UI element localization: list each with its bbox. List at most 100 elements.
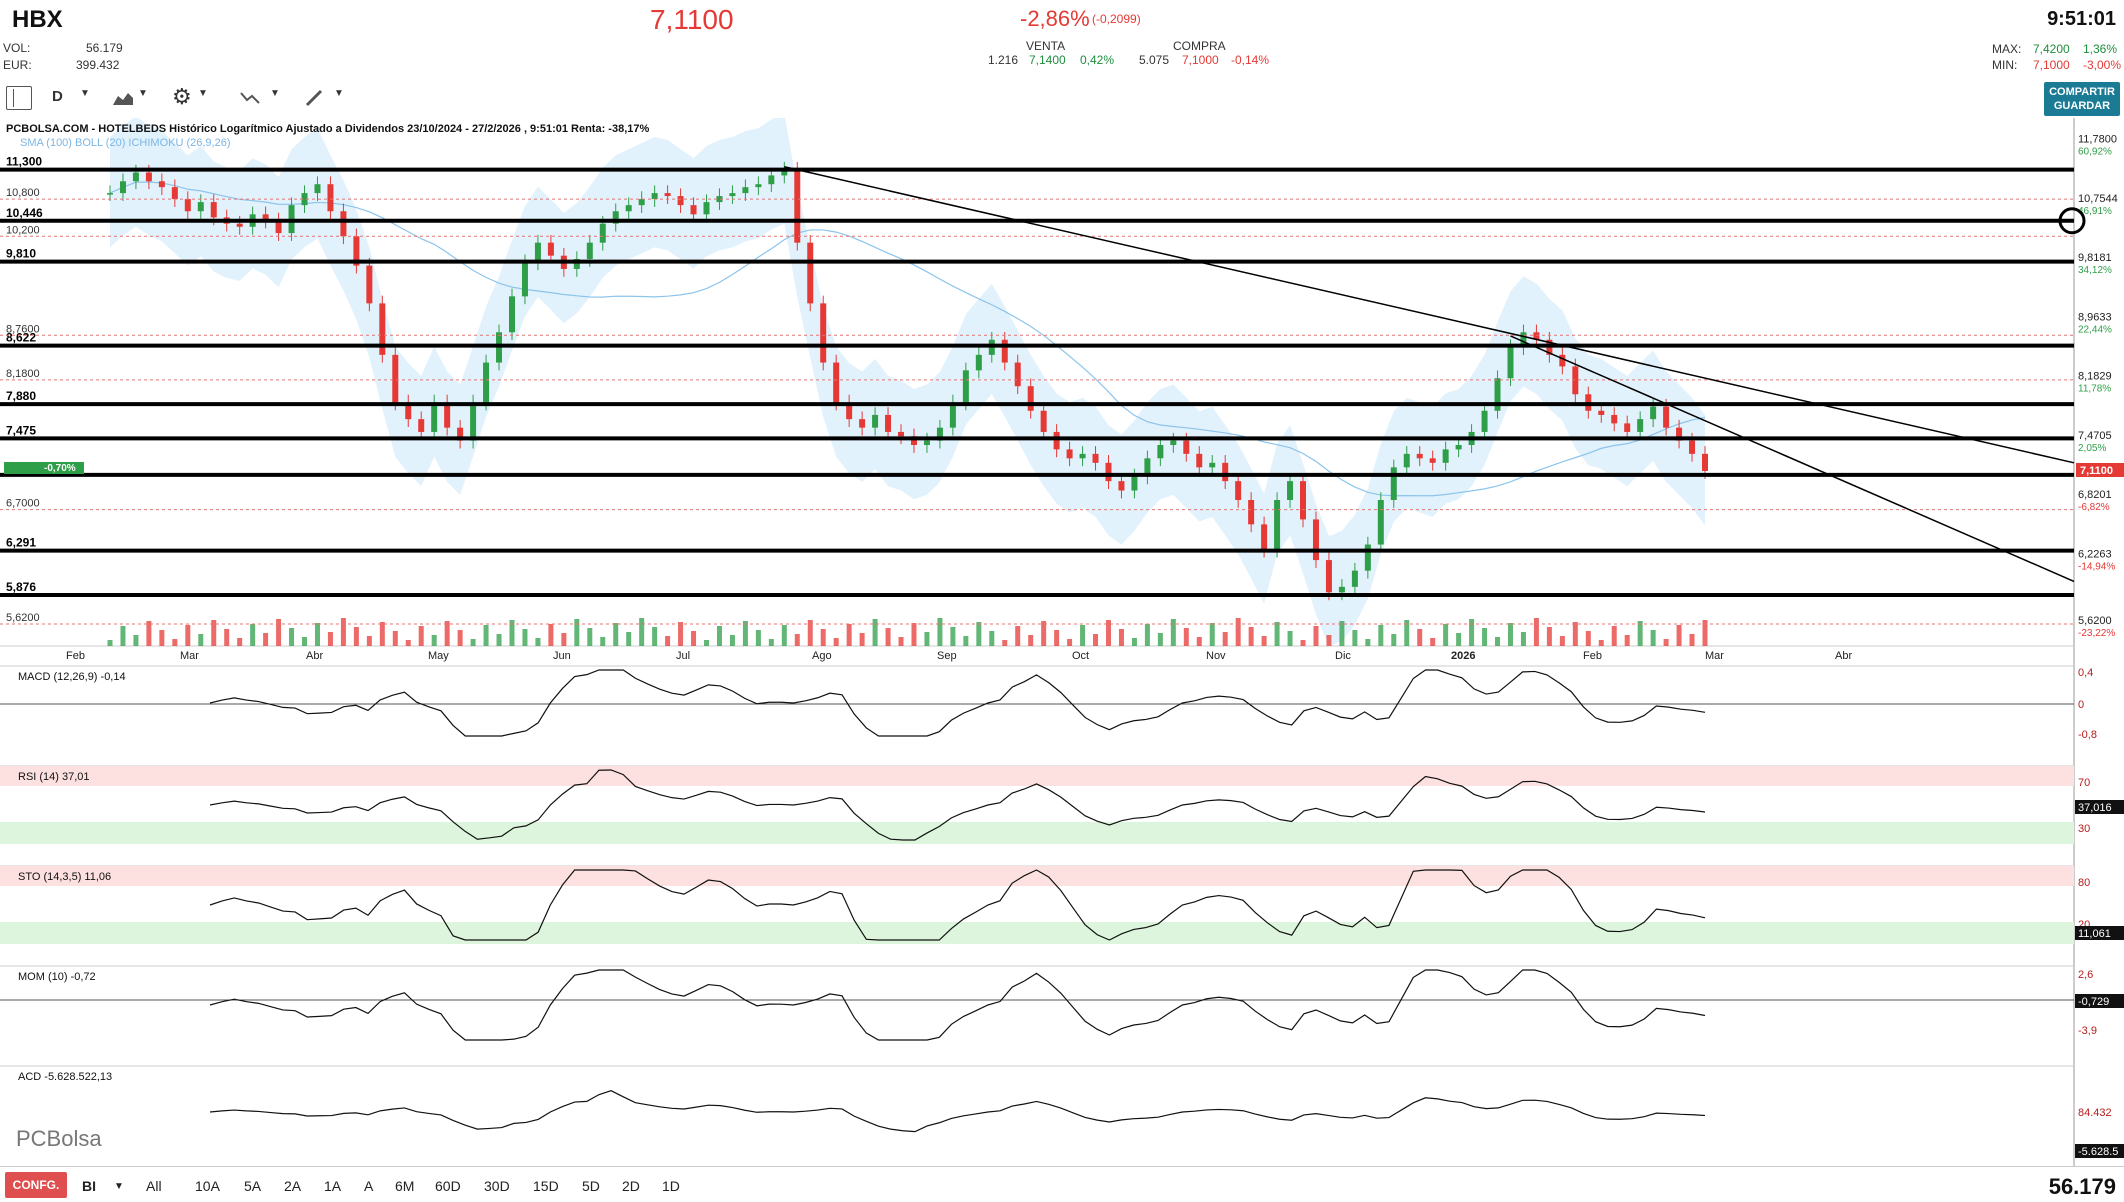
indicator-label: RSI (14) 37,01 — [18, 771, 90, 783]
compra-qty: 5.075 — [1139, 53, 1170, 67]
volume-bar — [1611, 626, 1617, 646]
price-axis-pct: 46,91% — [2078, 206, 2112, 217]
month-label: Oct — [1072, 650, 1089, 662]
volume-bar — [1650, 630, 1656, 646]
price-axis-label: 11,7800 — [2078, 134, 2117, 146]
volume-bar — [1469, 619, 1475, 646]
candle-body — [1507, 347, 1514, 379]
gear-icon[interactable]: ⚙ — [172, 84, 192, 109]
period-button-6m[interactable]: 6M — [395, 1178, 415, 1194]
period-button-all[interactable]: All — [146, 1178, 162, 1194]
indicator-line — [209, 1090, 1706, 1133]
period-button-15d[interactable]: 15D — [533, 1178, 559, 1194]
price-axis-pct: 2,05% — [2078, 443, 2106, 454]
period-button-2d[interactable]: 2D — [622, 1178, 640, 1194]
trend-line-short — [1510, 335, 2075, 583]
overbought-band — [0, 866, 2074, 886]
volume-bar — [1546, 627, 1552, 646]
volume-bar — [1482, 628, 1488, 646]
chevron-down-icon[interactable]: ▼ — [198, 88, 208, 99]
volume-bar — [587, 628, 593, 646]
volume-bar — [535, 638, 541, 646]
candle-body — [742, 187, 749, 194]
volume-bar — [1235, 618, 1241, 646]
trend-line-long — [784, 166, 2075, 464]
candle-body — [1702, 453, 1708, 471]
period-button-1d[interactable]: 1D — [662, 1178, 680, 1194]
candle-body — [1572, 366, 1579, 395]
config-button[interactable]: CONFG. — [5, 1172, 67, 1198]
mode-selector[interactable]: BI — [82, 1178, 96, 1194]
candle-body — [275, 220, 282, 234]
vol-label: VOL: — [3, 41, 31, 55]
reference-label: 8,1800 — [6, 368, 40, 380]
period-button-10a[interactable]: 10A — [195, 1178, 220, 1194]
candle-body — [885, 414, 892, 432]
period-selector[interactable]: D — [52, 88, 63, 105]
current-price-label: 7,1100 — [2080, 465, 2113, 477]
candle-body — [703, 202, 710, 215]
candle-body — [1494, 378, 1501, 411]
volume-bar — [885, 628, 891, 646]
price-chart[interactable]: 11,30010,4469,8108,6227,8807,4757,0686,2… — [0, 118, 2124, 1166]
month-label: 2026 — [1451, 650, 1475, 662]
period-button-1a[interactable]: 1A — [324, 1178, 342, 1194]
candle-body — [807, 242, 814, 304]
candle-body — [444, 402, 451, 428]
price-axis-pct: 60,92% — [2078, 147, 2112, 158]
period-button-5a[interactable]: 5A — [244, 1178, 262, 1194]
drawing-pen-icon[interactable] — [305, 89, 325, 112]
chevron-down-icon[interactable]: ▼ — [270, 88, 280, 99]
candle-body — [1053, 431, 1060, 450]
candle-body — [1105, 462, 1112, 482]
candle-body — [1364, 544, 1371, 571]
volume-bar — [574, 619, 580, 646]
bollinger-band — [110, 118, 1705, 647]
candle-body — [1663, 406, 1670, 428]
chevron-down-icon[interactable]: ▼ — [334, 88, 344, 99]
indicator-scale: -0,8 — [2078, 729, 2097, 741]
sidebar-toggle-icon[interactable] — [6, 86, 32, 110]
period-button-5d[interactable]: 5D — [582, 1178, 600, 1194]
price-axis-label: 6,2263 — [2078, 548, 2112, 560]
period-button-30d[interactable]: 30D — [484, 1178, 510, 1194]
chevron-down-icon[interactable]: ▼ — [138, 88, 148, 99]
month-label: Ago — [812, 650, 832, 662]
volume-bar — [652, 627, 658, 646]
eur-label: EUR: — [3, 58, 32, 72]
volume-bar — [742, 621, 748, 646]
indicators-icon[interactable] — [240, 90, 260, 111]
indicator-scale: 70 — [2078, 777, 2090, 789]
period-button-2a[interactable]: 2A — [284, 1178, 302, 1194]
vol-value: 56.179 — [86, 41, 123, 55]
candle-body — [1689, 440, 1696, 454]
indicator-scale: 2,6 — [2078, 969, 2093, 981]
indicator-scale: 0 — [2078, 699, 2084, 711]
period-button-60d[interactable]: 60D — [435, 1178, 461, 1194]
chevron-down-icon[interactable]: ▼ — [80, 88, 90, 99]
candle-body — [1442, 449, 1449, 463]
chart-type-icon[interactable] — [112, 90, 134, 111]
clock-time: 9:51:01 — [2047, 8, 2116, 30]
volume-bar — [1378, 625, 1384, 646]
candle-body — [1183, 440, 1190, 454]
candle-body — [262, 214, 269, 221]
share-save-button[interactable]: COMPARTIR GUARDAR — [2044, 82, 2120, 116]
volume-bar — [1572, 622, 1578, 646]
volume-bar — [911, 623, 917, 646]
price-axis-label: 9,8181 — [2078, 252, 2112, 264]
candle-body — [534, 242, 541, 263]
candle-body — [872, 414, 879, 428]
period-button-a[interactable]: A — [364, 1178, 374, 1194]
candle-body — [677, 196, 684, 206]
chevron-down-icon[interactable]: ▼ — [114, 1181, 124, 1192]
candle-body — [483, 362, 490, 403]
candle-body — [236, 223, 243, 227]
candle-body — [1092, 453, 1099, 463]
indicator-current: 11,061 — [2078, 928, 2111, 940]
candle-body — [392, 354, 399, 403]
candle-body — [1455, 444, 1462, 450]
price-axis-label: 7,4705 — [2078, 430, 2112, 442]
volume-bar — [1041, 621, 1047, 646]
support-resistance-label: 9,810 — [6, 247, 36, 261]
